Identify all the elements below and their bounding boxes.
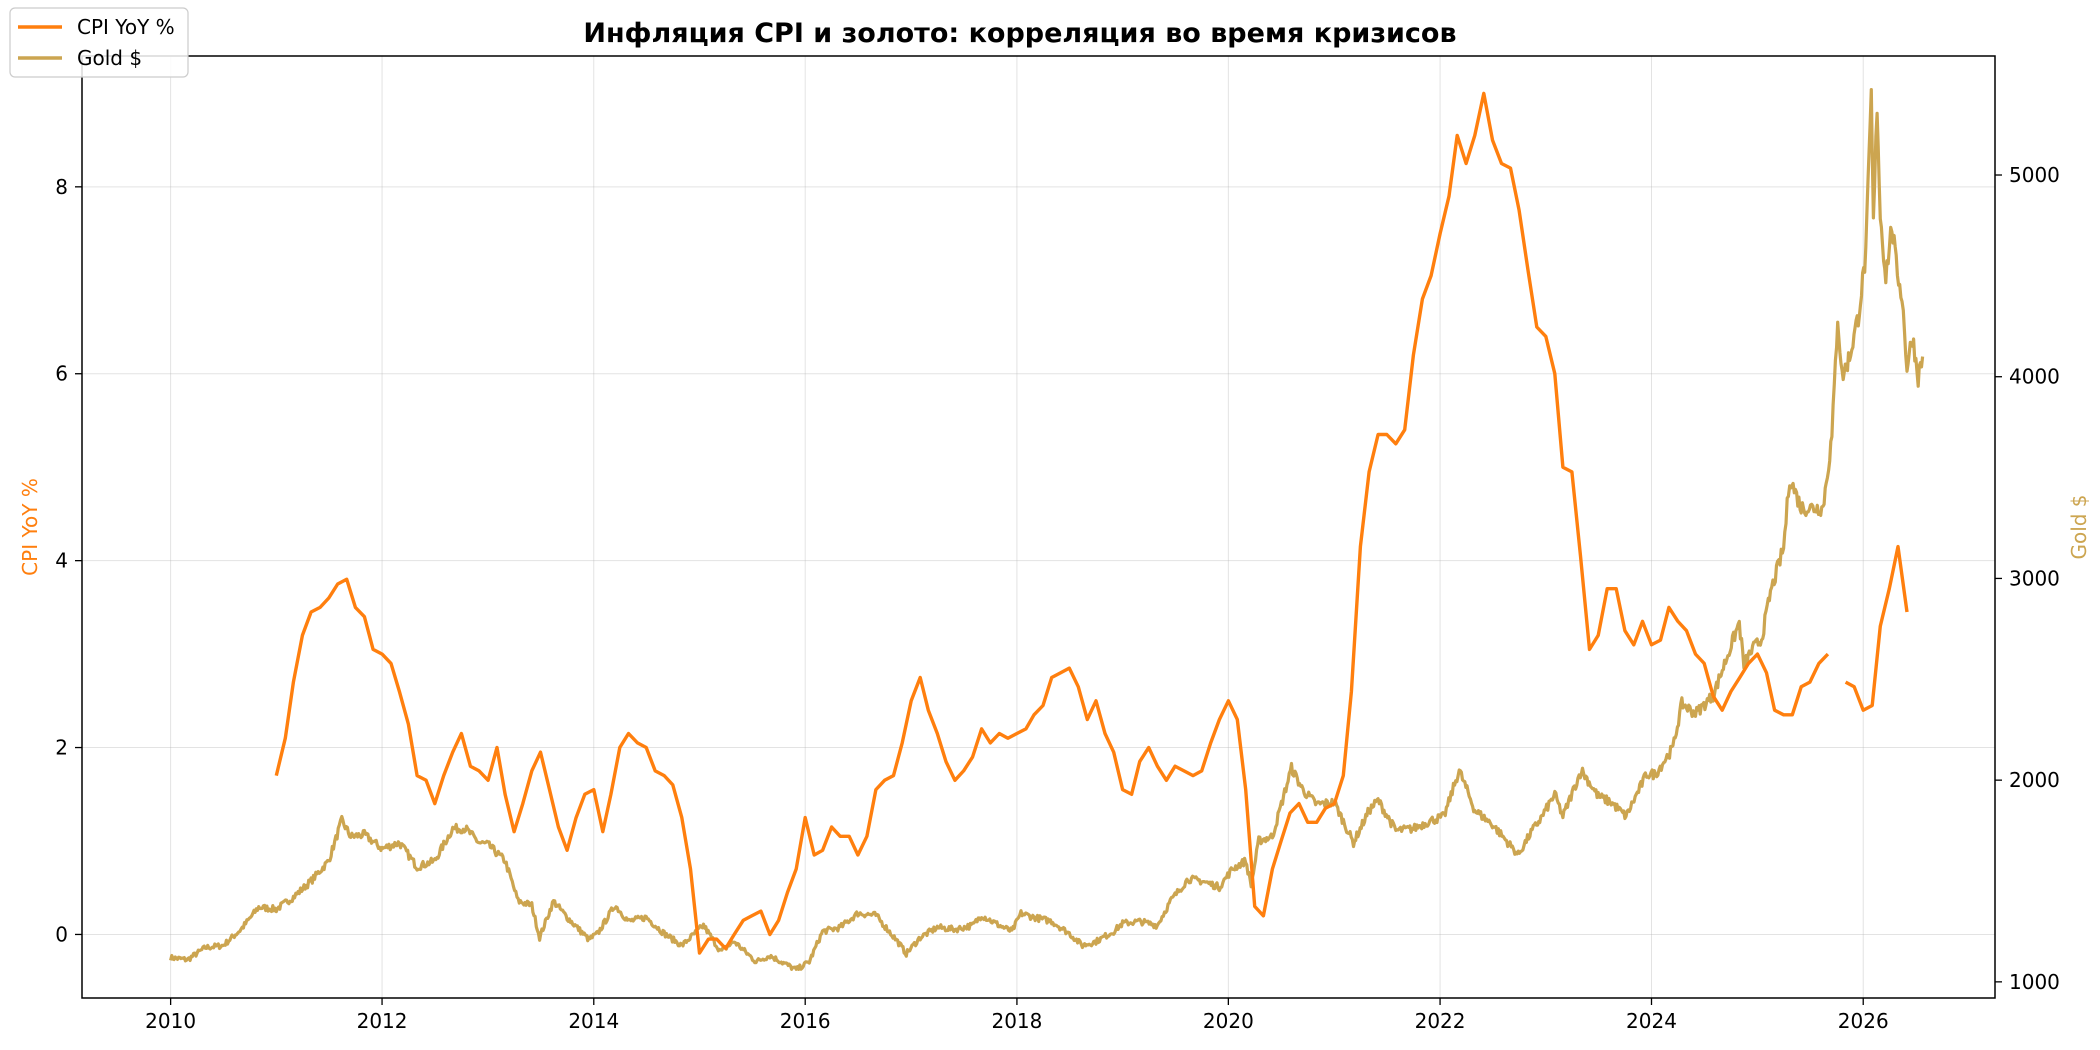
legend-label-gold: Gold $ bbox=[77, 46, 142, 70]
series-layer bbox=[169, 88, 1925, 971]
series-line-gold bbox=[169, 88, 1925, 971]
y-right-tick-label: 2000 bbox=[2009, 768, 2060, 792]
x-tick-label: 2010 bbox=[145, 1009, 196, 1033]
x-tick-label: 2016 bbox=[780, 1009, 831, 1033]
y-right-tick-label: 3000 bbox=[2009, 566, 2060, 590]
x-tick-label: 2014 bbox=[568, 1009, 619, 1033]
chart-title: Инфляция CPI и золото: корреляция во вре… bbox=[583, 18, 1456, 49]
y-right-axis: 1000 2000 3000 4000 5000 bbox=[1995, 163, 2060, 994]
y-right-tick-label: 5000 bbox=[2009, 163, 2060, 187]
y-left-tick-label: 0 bbox=[55, 922, 68, 946]
y-left-tick-label: 8 bbox=[55, 175, 68, 199]
y-left-axis-label: CPI YoY % bbox=[18, 478, 42, 576]
legend: CPI YoY % Gold $ bbox=[9, 7, 189, 78]
y-left-tick-label: 4 bbox=[55, 549, 68, 573]
y-left-axis: 0 2 4 6 8 bbox=[55, 175, 82, 946]
x-tick-label: 2026 bbox=[1838, 1009, 1889, 1033]
x-tick-label: 2022 bbox=[1415, 1009, 1466, 1033]
y-left-tick-label: 2 bbox=[55, 736, 68, 760]
x-tick-label: 2024 bbox=[1626, 1009, 1677, 1033]
y-right-tick-label: 1000 bbox=[2009, 970, 2060, 994]
x-tick-label: 2012 bbox=[357, 1009, 408, 1033]
y-right-tick-label: 4000 bbox=[2009, 365, 2060, 389]
plot-frame bbox=[81, 55, 1996, 999]
y-right-axis-label: Gold $ bbox=[2067, 494, 2091, 559]
y-left-tick-label: 6 bbox=[55, 362, 68, 386]
series-line-cpi bbox=[274, 91, 1909, 955]
x-tick-label: 2018 bbox=[991, 1009, 1042, 1033]
grid bbox=[82, 56, 1995, 998]
legend-label-cpi: CPI YoY % bbox=[77, 15, 175, 39]
x-tick-label: 2020 bbox=[1203, 1009, 1254, 1033]
x-axis: 2010 2012 2014 2016 2018 2020 2022 2024 2026 bbox=[145, 998, 1889, 1033]
